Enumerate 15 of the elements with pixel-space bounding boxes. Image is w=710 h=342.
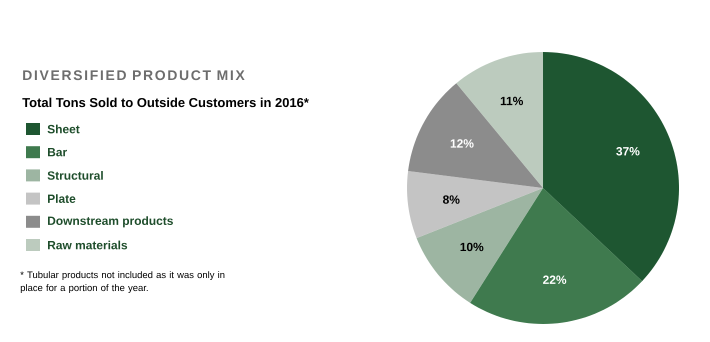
legend-label: Raw materials [48,240,128,250]
legend-label: Bar [48,148,67,156]
legend-label: Structural [48,171,103,180]
data-label: 10% [460,242,484,252]
legend-label: Downstream products [48,216,173,228]
data-label: 37% [616,147,640,156]
text: DIVERSIFIED PRODUCT MIX [23,70,245,80]
legend-label: Plate [48,194,76,203]
text: * Tubular products not included as it was only in place for a portion of the year. [20,271,224,293]
text: Total Tons Sold to Outside Customers in 2016* [22,98,309,108]
data-label: 8% [443,195,460,204]
legend-label: Sheet [48,124,80,134]
data-label: 22% [543,276,566,284]
data-label: 11% [500,96,524,106]
data-label: 12% [450,139,474,148]
